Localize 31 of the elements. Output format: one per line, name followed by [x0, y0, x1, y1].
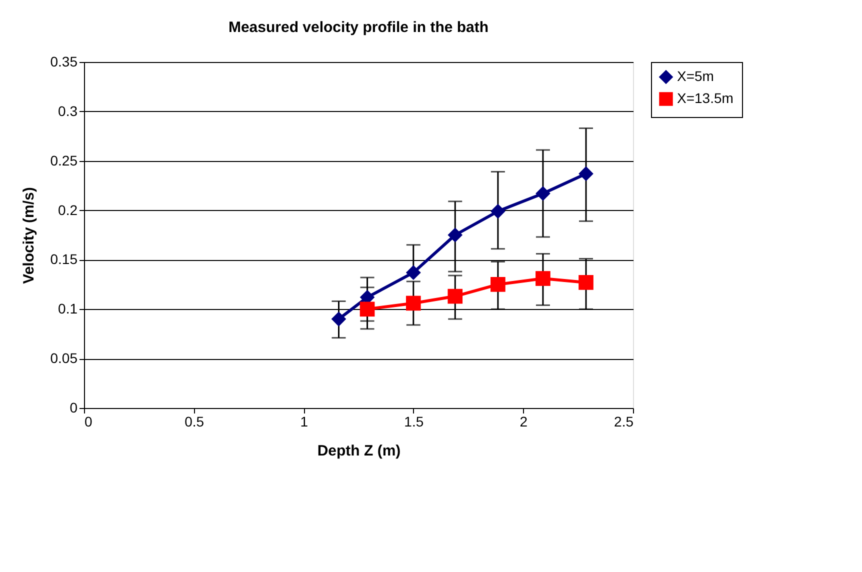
y-axis-title: Velocity (m/s) [20, 187, 38, 284]
x-tick-label: 0.5 [184, 414, 204, 430]
y-tick-label: 0.15 [50, 251, 78, 268]
y-tick-label: 0.05 [50, 350, 78, 366]
x-tick-label: 0 [84, 414, 92, 430]
y-tick-label: 0.35 [50, 54, 78, 70]
x-tick-label: 1 [300, 414, 308, 430]
x-tick-label: 1.5 [404, 414, 424, 430]
point [490, 204, 506, 219]
legend-label: X=13.5m [677, 90, 734, 106]
point [360, 302, 375, 317]
y-tick-label: 0.3 [58, 102, 78, 119]
point [536, 186, 550, 201]
point [536, 271, 550, 286]
legend-label: X=5m [677, 68, 714, 84]
y-tick-label: 0.1 [58, 300, 78, 317]
point [490, 277, 506, 292]
point [406, 265, 421, 280]
y-tick-label: 0.25 [50, 152, 78, 168]
point [578, 275, 594, 290]
x-tick-label: 2 [520, 414, 528, 430]
point [448, 228, 463, 242]
y-tick-label: 0 [70, 400, 78, 416]
x-tick-label: 2.5 [614, 414, 634, 430]
point [406, 296, 421, 311]
chart-title: Measured velocity profile in the bath [228, 19, 489, 36]
point [448, 288, 463, 304]
y-tick-label: 0.2 [58, 202, 78, 218]
point [578, 166, 594, 182]
point [331, 312, 346, 326]
x-axis-title: Depth Z (m) [317, 442, 401, 460]
